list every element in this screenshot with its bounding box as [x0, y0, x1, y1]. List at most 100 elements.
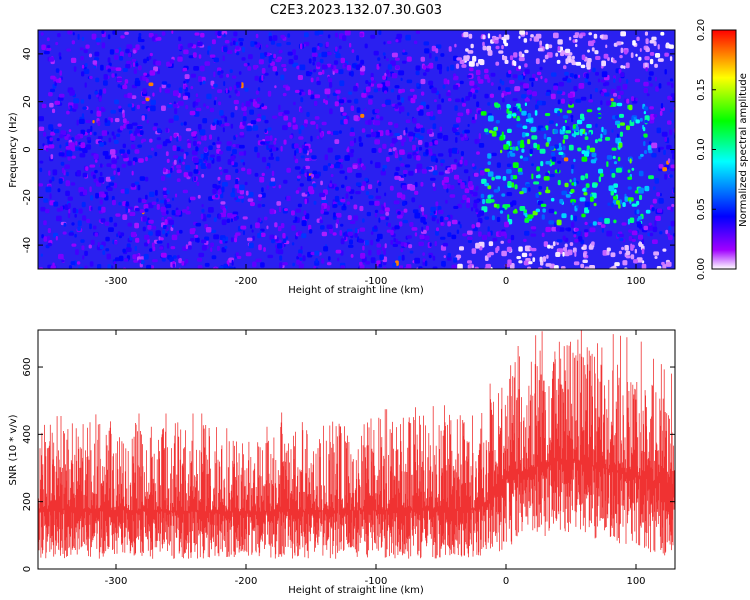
spectrogram-cell [625, 255, 631, 259]
spectrogram-cell [597, 221, 602, 226]
spectrogram-cell [300, 125, 305, 130]
spectrogram-cell [146, 264, 152, 269]
spectrogram-cell [402, 49, 406, 53]
spectrogram-cell [307, 175, 312, 182]
spectrogram-cell [669, 78, 674, 82]
spectrogram-cell [126, 243, 131, 248]
spectrogram-cell [499, 135, 504, 141]
spectrogram-cell [166, 158, 170, 163]
spectrogram-cell [260, 262, 265, 268]
spectrogram-cell [454, 105, 458, 111]
spectrogram-cell [491, 152, 497, 157]
spectrogram-cell [252, 261, 257, 268]
spectrogram-cell [324, 88, 331, 95]
spectrogram-cell [222, 237, 226, 244]
spectrogram-cell [580, 113, 585, 120]
spectrogram-cell [108, 227, 114, 232]
spectrogram-cell [620, 47, 624, 54]
spectrogram-cell [242, 46, 245, 53]
spectrogram-cell [473, 199, 480, 204]
spectrogram-cell [155, 189, 158, 196]
spectrogram-cell [178, 87, 183, 94]
spectrogram-cell [65, 190, 70, 197]
spectrogram-cell [371, 148, 377, 153]
spectrogram-cell [301, 233, 307, 239]
spectrogram-cell [241, 102, 244, 108]
spectrogram-cell [517, 75, 523, 81]
spectrogram-cell [67, 155, 71, 161]
spectrogram-cell [115, 48, 119, 53]
spectrogram-cell [375, 238, 380, 242]
spectrogram-cell [193, 66, 199, 71]
spectrogram-cell [349, 42, 352, 48]
spectrogram-cell [146, 119, 149, 124]
spectrogram-cell [564, 119, 567, 123]
spectrogram-cell [394, 225, 400, 230]
spectrogram-cell [243, 150, 247, 156]
spectrogram-cell [624, 49, 628, 55]
spectrogram-cell [399, 177, 405, 181]
spectrogram-cell [257, 203, 262, 208]
snr-x-tick-label: -100 [365, 576, 388, 587]
spectrogram-cell [122, 153, 127, 159]
spectrogram-cell [542, 208, 546, 213]
spectrogram-cell [222, 127, 225, 133]
spectrogram-cell [597, 78, 600, 83]
spectrogram-cell [455, 137, 458, 143]
spectrogram-cell [499, 79, 502, 84]
spectrogram-cell [261, 187, 264, 193]
spectrogram-cell [236, 51, 240, 56]
spectrogram-cell [355, 172, 362, 178]
spectrogram-cell [543, 241, 548, 247]
spectrogram-cell [110, 117, 114, 123]
spectrogram-cell [50, 88, 55, 93]
spectrogram-cell [370, 34, 376, 39]
spectrogram-cell [116, 133, 121, 137]
spectrogram-cell [109, 216, 113, 223]
spectrogram-cell [148, 55, 152, 60]
spectrogram-cell [496, 245, 500, 251]
spectrogram-cell [393, 237, 396, 243]
spectrogram-cell [409, 222, 414, 227]
spectrogram-cell [277, 249, 284, 255]
spectrogram-cell [114, 99, 119, 105]
spectrogram-cell [575, 98, 582, 103]
spectrogram-cell [233, 99, 239, 105]
spectrogram-cell [195, 222, 202, 227]
spectrogram-cell [488, 241, 494, 247]
spectrogram-cell [467, 239, 472, 243]
spectrogram-cell [550, 245, 554, 249]
spectrogram-cell [536, 100, 543, 106]
spectrogram-cell [387, 64, 392, 70]
spectrogram-cell [298, 249, 303, 255]
spectrogram-cell [114, 257, 120, 262]
spectrogram-cell [356, 107, 361, 113]
spectrogram-cell [507, 259, 512, 265]
spectrogram-cell [511, 200, 517, 206]
spectrogram-cell [242, 162, 246, 166]
spectrogram-cell [436, 104, 442, 111]
spectrogram-cell [530, 126, 537, 132]
spectrogram-cell [643, 106, 649, 111]
spectrogram-cell [532, 210, 538, 216]
spectrogram-cell [332, 130, 339, 135]
spectrogram-cell [516, 256, 521, 260]
spectrogram-cell [443, 176, 449, 183]
spectrogram-cell [601, 71, 608, 78]
spectrogram-cell [59, 56, 62, 60]
spectrogram-cell [71, 40, 75, 45]
spectrogram-cell [240, 159, 245, 163]
spectrogram-cell [361, 128, 366, 133]
spectrogram-cell [464, 159, 468, 166]
spectrogram-cell [496, 162, 501, 168]
spectrogram-cell [295, 148, 299, 154]
spectrogram-cell [468, 91, 473, 98]
spectrogram-cell [66, 110, 70, 115]
spectrogram-cell [454, 43, 457, 48]
spectrogram-cell [131, 95, 137, 99]
spectrogram-cell [104, 118, 108, 123]
spectrogram-cell [274, 222, 278, 228]
spectrogram-cell [113, 170, 116, 175]
spectrogram-cell [553, 129, 559, 134]
spectrogram-cell [299, 64, 306, 71]
